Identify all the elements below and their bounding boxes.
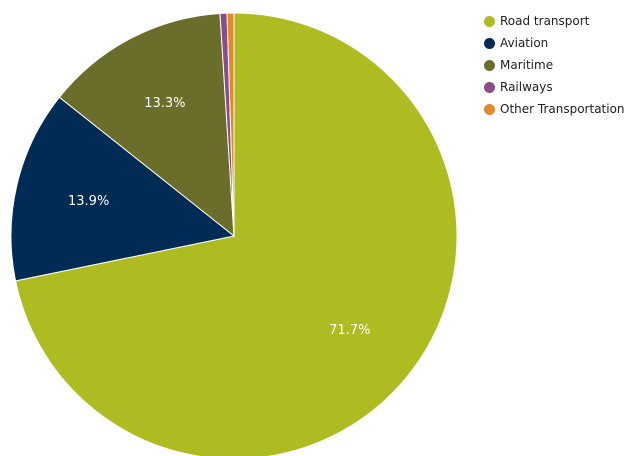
legend-label-road-transport: Road transport	[500, 14, 590, 28]
pie-slice-aviation[interactable]	[10, 96, 236, 282]
legend-item-maritime[interactable]: Maritime	[484, 54, 625, 76]
legend-item-aviation[interactable]: Aviation	[484, 32, 625, 54]
legend-marker-maritime	[484, 59, 495, 71]
pie-slices	[10, 12, 458, 456]
data-label-aviation: 13.9%	[68, 194, 109, 209]
legend-marker-aviation	[484, 37, 495, 49]
legend-marker-railways	[484, 81, 495, 93]
legend-label-other-transportation: Other Transportation	[500, 102, 625, 116]
legend-item-railways[interactable]: Railways	[484, 76, 625, 98]
data-label-maritime: 13.3%	[144, 96, 185, 111]
pie-data-labels: 71.7% 13.9% 13.3%	[68, 96, 370, 338]
legend-label-railways: Railways	[500, 80, 553, 94]
legend-marker-road-transport	[484, 15, 495, 27]
legend-item-road-transport[interactable]: Road transport	[484, 10, 625, 32]
legend-marker-other-transportation	[484, 103, 495, 115]
pie-slice-maritime[interactable]	[58, 12, 235, 238]
legend-label-maritime: Maritime	[500, 58, 554, 72]
pie-slice-road-transport[interactable]	[14, 12, 458, 456]
legend-label-aviation: Aviation	[500, 36, 549, 50]
data-label-road-transport: 71.7%	[329, 323, 370, 338]
chart-legend: Road transport Aviation Maritime Railway…	[484, 10, 625, 120]
pie-slice-other-transportation[interactable]	[226, 12, 235, 237]
legend-item-other-transportation[interactable]: Other Transportation	[484, 98, 625, 120]
